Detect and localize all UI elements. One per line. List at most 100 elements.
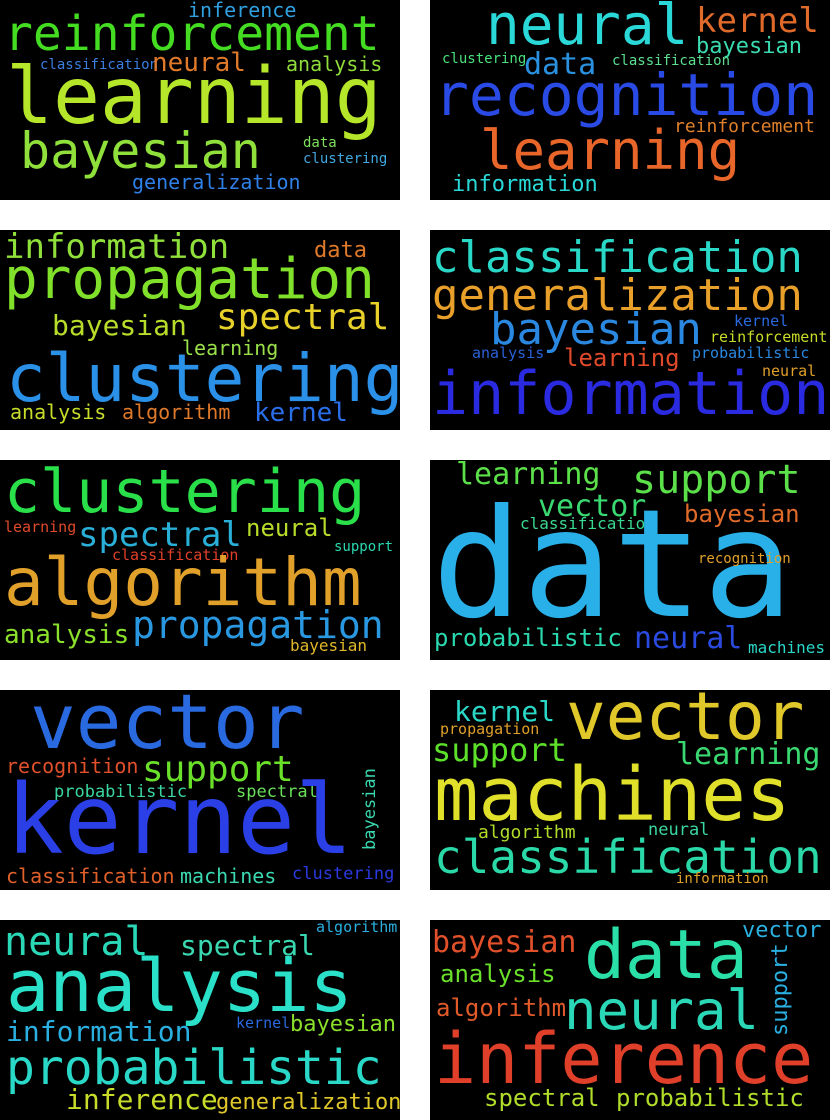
word: support xyxy=(334,539,394,555)
word: information xyxy=(432,359,830,429)
word: probabilistic xyxy=(54,782,188,802)
word: vector xyxy=(538,489,647,524)
word: neural xyxy=(152,48,246,78)
word: algorithm xyxy=(316,920,398,936)
word: kernel xyxy=(236,1014,291,1032)
word: learning xyxy=(676,737,821,772)
word-cloud-6: learning support vector classification b… xyxy=(430,460,830,660)
word: classification xyxy=(520,514,655,533)
word: learning xyxy=(480,119,741,182)
word: generalization xyxy=(132,170,301,194)
word: machines xyxy=(748,638,826,657)
word: probabilistic xyxy=(6,1040,382,1096)
word: learning xyxy=(6,52,382,142)
word: information xyxy=(4,230,230,267)
word: learning xyxy=(182,336,279,360)
word: neural xyxy=(634,621,743,656)
word: neural xyxy=(4,920,149,965)
word: data xyxy=(584,920,748,995)
word-cloud-9: algorithm neural spectral analysis infor… xyxy=(0,920,400,1120)
word: analysis xyxy=(4,620,130,650)
word: analysis xyxy=(472,344,545,362)
word: reinforcement xyxy=(710,328,828,346)
word: bayesian xyxy=(490,304,702,355)
word: spectral xyxy=(180,929,315,962)
word: learning xyxy=(4,518,77,536)
word: support xyxy=(432,731,567,769)
word: vector xyxy=(742,920,822,943)
word: bayesian xyxy=(360,768,380,850)
word: classification xyxy=(112,546,239,564)
word: propagation xyxy=(132,603,384,647)
word: support xyxy=(632,460,801,503)
word: analysis xyxy=(286,52,383,76)
word: neural xyxy=(648,820,710,840)
word: machines xyxy=(434,752,791,838)
word-cloud-2: neural kernel bayesian clustering data c… xyxy=(430,0,830,200)
word: machines xyxy=(180,864,277,888)
word: spectral xyxy=(236,782,318,802)
word-cloud-4: classification generalization bayesian k… xyxy=(430,230,830,430)
word: clustering xyxy=(6,340,400,417)
word: reinforcement xyxy=(674,116,815,137)
word-cloud-5: clustering learning spectral neural clas… xyxy=(0,460,400,660)
word: probabilistic xyxy=(616,1084,804,1112)
word: recognition xyxy=(6,754,139,778)
word-cloud-3: information data propagation bayesian sp… xyxy=(0,230,400,430)
word: clustering xyxy=(292,864,395,884)
word: vector xyxy=(566,690,805,755)
word: learning xyxy=(456,460,601,492)
word: classification xyxy=(434,830,822,884)
word: recognition xyxy=(698,551,791,567)
word: kernel xyxy=(454,695,556,728)
word-cloud-8: kernel propagation vector support learni… xyxy=(430,690,830,890)
word: kernel xyxy=(254,398,348,428)
word-cloud-7: vector recognition support probabilistic… xyxy=(0,690,400,890)
word: analysis xyxy=(440,960,556,988)
word: spectral xyxy=(216,297,390,338)
word: data xyxy=(432,478,794,652)
word: information xyxy=(676,871,769,887)
word: information xyxy=(452,172,598,197)
word: inference xyxy=(188,0,297,22)
word-cloud-1: inference reinforcement classification n… xyxy=(0,0,400,200)
word: neural xyxy=(564,979,760,1042)
word: information xyxy=(6,1015,192,1048)
word: classification xyxy=(612,53,731,69)
word: neural xyxy=(246,514,333,542)
word: algorithm xyxy=(4,544,362,621)
word: support xyxy=(142,749,294,790)
word: data xyxy=(524,47,597,82)
word: probabilistic xyxy=(692,344,810,362)
word: bayesian xyxy=(684,500,800,528)
word: probabilistic xyxy=(434,624,622,652)
word: generalization xyxy=(216,1090,400,1115)
word: bayesian xyxy=(290,636,368,655)
word: kernel xyxy=(696,1,819,41)
word: clustering xyxy=(303,151,388,167)
word: bayesian xyxy=(432,925,577,960)
word: neural xyxy=(486,0,689,58)
word: spectral xyxy=(484,1084,600,1112)
word: analysis xyxy=(10,400,107,424)
word: reinforcement xyxy=(4,6,380,62)
word: clustering xyxy=(4,460,366,527)
word: kernel xyxy=(734,312,789,330)
word: spectral xyxy=(78,515,242,555)
word-cloud-10: bayesian data vector analysis support al… xyxy=(430,920,830,1120)
word: inference xyxy=(434,1018,814,1100)
word: propagation xyxy=(440,720,540,738)
word: clustering xyxy=(442,51,527,67)
word: bayesian xyxy=(290,1012,396,1037)
word: propagation xyxy=(4,247,375,312)
word: generalization xyxy=(432,270,803,321)
word: learning xyxy=(564,344,680,372)
word: algorithm xyxy=(478,822,576,843)
word: data xyxy=(314,238,367,263)
word: classification xyxy=(40,57,159,73)
word: vector xyxy=(30,690,305,766)
word: inference xyxy=(66,1083,218,1116)
word: algorithm xyxy=(436,994,567,1022)
word: bayesian xyxy=(52,309,187,342)
word: recognition xyxy=(434,61,819,129)
